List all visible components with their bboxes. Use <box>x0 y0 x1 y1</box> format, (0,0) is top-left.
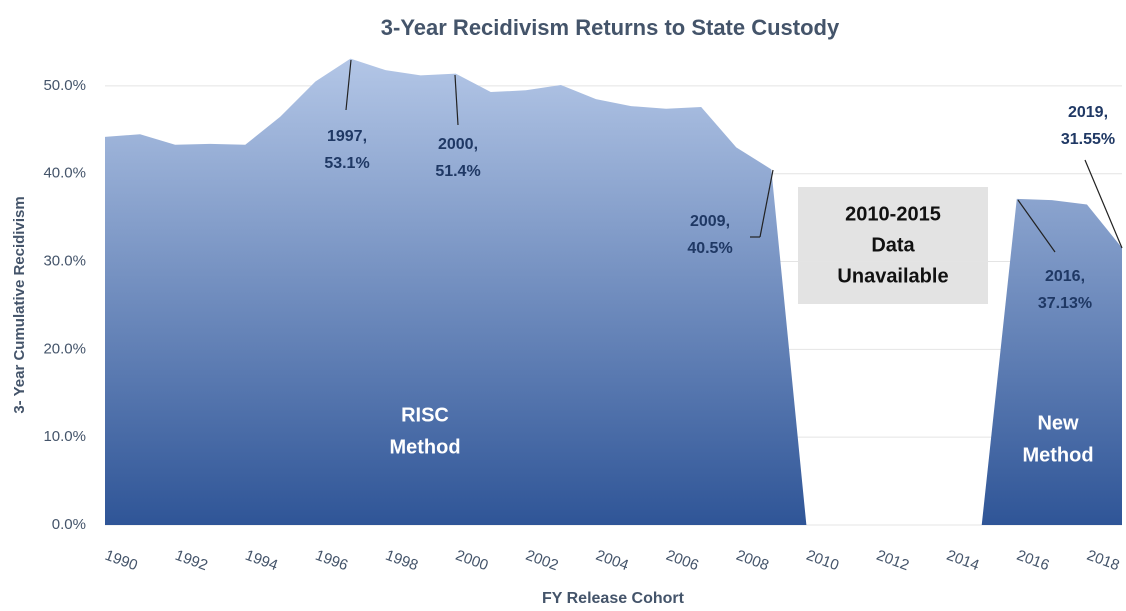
leader-line <box>1084 159 1123 249</box>
method-label: New <box>1037 412 1079 434</box>
x-tick-label: 2018 <box>1085 547 1122 574</box>
leader-line <box>759 169 774 238</box>
x-tick-label: 2002 <box>523 547 560 574</box>
x-tick-label: 1990 <box>103 547 140 574</box>
y-tick-label: 40.0% <box>43 165 86 182</box>
area <box>981 198 1122 525</box>
y-axis-title: 3- Year Cumulative Recidivism <box>11 196 28 413</box>
leader-line <box>345 59 352 111</box>
y-tick-label: 10.0% <box>43 428 86 445</box>
x-tick-label: 2000 <box>453 547 490 574</box>
x-tick-label: 2008 <box>734 547 771 574</box>
annotation: 2009, <box>690 213 730 230</box>
y-tick-label: 0.0% <box>52 516 86 533</box>
gap-note: Unavailable <box>837 265 948 287</box>
x-tick-label: 2004 <box>594 547 631 574</box>
y-tick-label: 50.0% <box>43 77 86 94</box>
x-tick-label: 1998 <box>383 547 420 574</box>
x-tick-label: 2010 <box>804 547 841 574</box>
gap-note: 2010-2015 <box>845 203 941 225</box>
method-label: Method <box>1022 444 1093 466</box>
x-tick-label: 1994 <box>243 547 280 574</box>
annotation: 37.13% <box>1038 295 1092 312</box>
x-axis-title: FY Release Cohort <box>542 590 685 607</box>
annotation: 1997, <box>327 128 367 145</box>
gap-note-box <box>798 187 988 304</box>
annotation: 40.5% <box>687 240 732 257</box>
x-tick-label: 2014 <box>944 547 981 574</box>
x-tick-label: 1996 <box>313 547 350 574</box>
annotation: 2016, <box>1045 268 1085 285</box>
gap-note: Data <box>871 234 915 256</box>
annotation: 2019, <box>1068 104 1108 121</box>
annotation: 31.55% <box>1061 131 1115 148</box>
leader-line <box>454 74 459 126</box>
x-tick-label: 1992 <box>173 547 210 574</box>
chart-title: 3-Year Recidivism Returns to State Custo… <box>381 15 840 40</box>
annotation: 2000, <box>438 136 478 153</box>
method-label: Method <box>389 436 460 458</box>
annotation: 53.1% <box>324 155 369 172</box>
x-tick-label: 2016 <box>1014 547 1051 574</box>
leader-line <box>1017 199 1056 253</box>
method-label: RISC <box>401 404 449 426</box>
y-tick-label: 20.0% <box>43 340 86 357</box>
x-tick-label: 2006 <box>664 547 701 574</box>
area <box>105 58 807 525</box>
y-tick-label: 30.0% <box>43 253 86 270</box>
x-tick-label: 2012 <box>874 547 911 574</box>
annotation: 51.4% <box>435 163 480 180</box>
